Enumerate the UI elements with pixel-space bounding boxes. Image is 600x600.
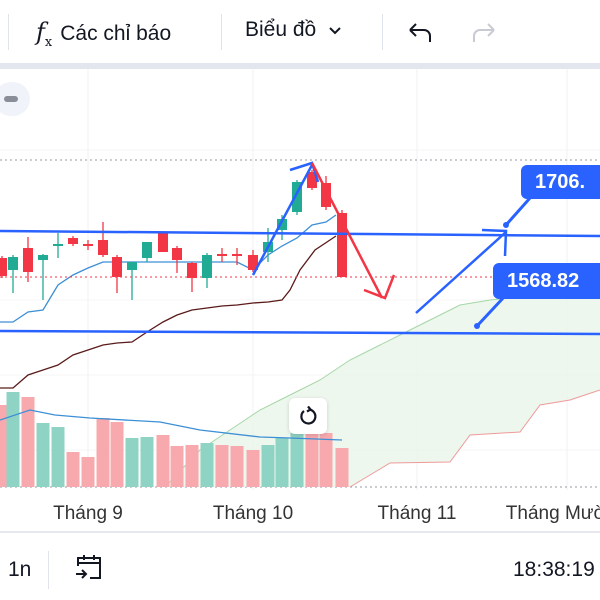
volume-bar: [6, 392, 20, 487]
volume-bar: [81, 457, 95, 487]
candle-body: [321, 183, 331, 207]
slow-ma-line: [0, 235, 337, 389]
bottom-bar: 1n 18:38:19: [0, 533, 600, 600]
candle-body: [23, 248, 33, 272]
toolbar-divider: [382, 14, 383, 50]
volume-bar: [319, 433, 333, 487]
volume-bar: [335, 448, 349, 487]
candle-body: [112, 257, 122, 277]
candle-body: [0, 258, 7, 276]
toolbar-separator: [0, 63, 600, 69]
reset-chart-button[interactable]: [289, 398, 327, 434]
volume-bar: [36, 423, 50, 487]
candle-body: [53, 244, 63, 246]
volume-bar: [305, 433, 319, 487]
candle-body: [127, 262, 137, 270]
chart-pane[interactable]: [0, 69, 600, 497]
price-label-box[interactable]: 1568.82: [493, 263, 600, 299]
undo-icon[interactable]: [406, 20, 434, 46]
volume-bar: [246, 450, 260, 487]
callout-line: [475, 294, 507, 328]
candle-body: [217, 254, 227, 256]
fx-icon: fx: [36, 18, 53, 50]
candle-body: [292, 182, 302, 212]
down-arrow-head: [363, 274, 396, 300]
volume-bar: [275, 438, 289, 487]
bottom-divider: [48, 551, 49, 589]
chart-type-button[interactable]: Biểu đồ: [245, 18, 346, 42]
candle-body: [142, 242, 152, 258]
down-arrow-line: [310, 162, 384, 299]
chart-type-label: Biểu đồ: [245, 18, 317, 41]
collapse-button[interactable]: [0, 82, 30, 116]
toolbar-divider: [8, 14, 9, 50]
candle-body: [337, 213, 347, 277]
minus-icon: [4, 96, 18, 102]
candle-body: [187, 263, 197, 278]
candle-body: [68, 238, 78, 244]
candle-body: [248, 255, 258, 270]
toolbar-divider: [221, 14, 222, 50]
volume-ma-line: [0, 409, 343, 441]
resistance-line: [0, 229, 600, 238]
indicators-label: Các chỉ báo: [60, 21, 172, 45]
volume-bar: [200, 443, 214, 487]
up-arrow-line: [251, 164, 314, 276]
volume-bar: [290, 433, 304, 487]
candle-body: [277, 219, 287, 230]
redo-icon[interactable]: [470, 20, 498, 46]
volume-bar: [96, 418, 110, 487]
target-arrow-head: [481, 228, 508, 257]
candle-body: [98, 240, 108, 255]
target-arrow-line: [415, 231, 507, 314]
clock: 18:38:19: [513, 558, 595, 581]
volume-bar: [140, 437, 154, 487]
candle-body: [158, 233, 168, 252]
volume-bar: [51, 427, 65, 487]
candle-body: [8, 257, 18, 270]
candle-body: [232, 254, 242, 256]
interval-button[interactable]: 1n: [8, 558, 32, 581]
volume-bar: [261, 445, 275, 487]
time-label: Tháng 9: [53, 503, 123, 524]
volume-bar: [125, 438, 139, 487]
candle-body: [172, 248, 182, 260]
volume-bar: [21, 397, 35, 487]
price-label-box[interactable]: 1706.: [521, 165, 600, 199]
time-label: Tháng Mười: [505, 503, 600, 524]
indicators-button[interactable]: fx Các chỉ báo: [36, 18, 171, 50]
callout-line: [504, 197, 532, 226]
calendar-arrow-icon[interactable]: [72, 550, 106, 584]
top-toolbar: fx Các chỉ báo Biểu đồ: [0, 0, 600, 62]
cloud-upper-line: [164, 289, 600, 488]
price-label-1706: 1706.: [535, 170, 586, 193]
volume-bar: [170, 446, 184, 487]
volume-bar: [230, 446, 244, 487]
candle-body: [38, 255, 48, 260]
reset-icon: [300, 405, 317, 425]
price-label-1568: 1568.82: [507, 269, 580, 292]
volume-bar: [156, 435, 170, 487]
volume-bar: [185, 445, 199, 487]
candle-body: [83, 244, 93, 246]
candle-body: [307, 172, 317, 188]
volume-bar: [0, 405, 9, 487]
time-label: Tháng 10: [212, 503, 294, 524]
volume-bar: [110, 422, 124, 487]
volume-bar: [66, 452, 80, 487]
callout-dot: [503, 222, 509, 228]
time-axis[interactable]: Tháng 9 Tháng 10 Tháng 11 Tháng Mười: [0, 497, 600, 533]
volume-bar: [215, 445, 229, 487]
ichimoku-cloud: [165, 290, 600, 487]
time-label: Tháng 11: [377, 503, 457, 524]
chevron-down-icon: [329, 27, 341, 35]
support-line: [0, 329, 600, 336]
candle-body: [202, 255, 212, 278]
callout-dot: [474, 323, 480, 329]
cloud-lower-line: [349, 389, 600, 488]
